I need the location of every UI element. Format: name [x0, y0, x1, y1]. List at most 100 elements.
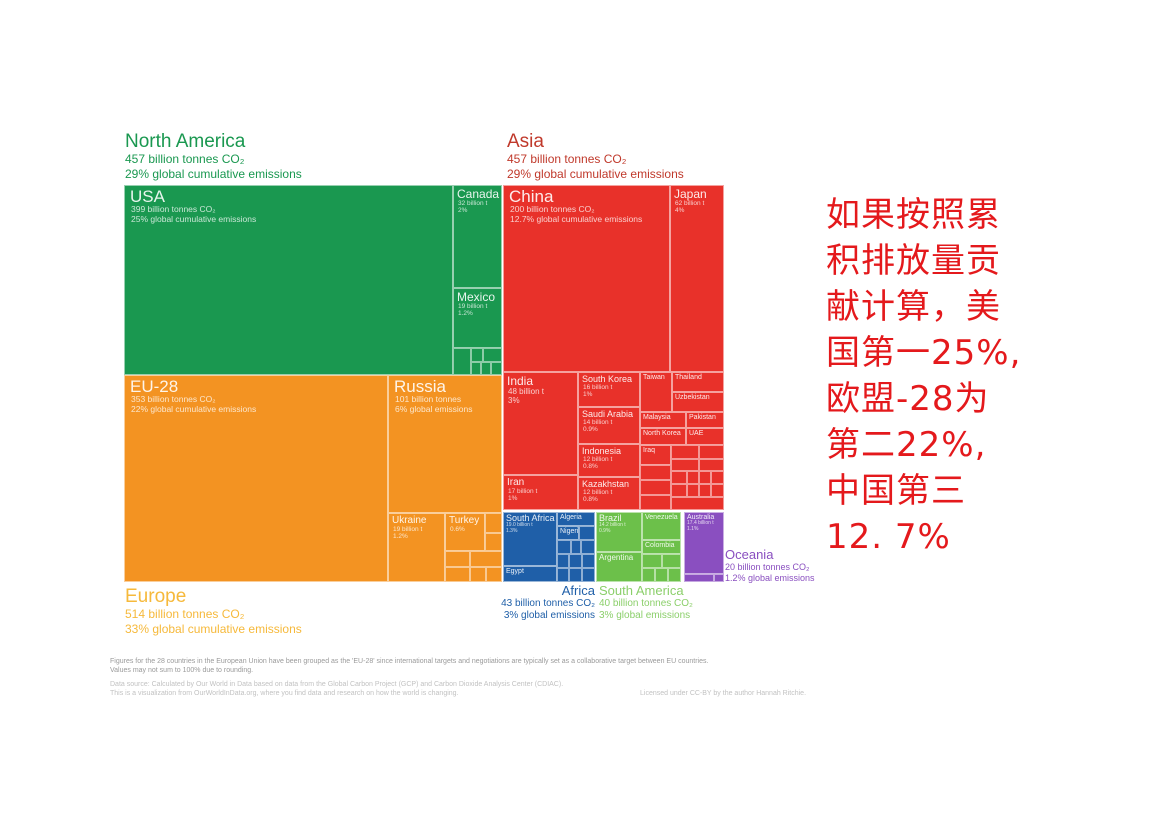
cell-small-country [483, 348, 502, 362]
cell-share: 1.1% [687, 525, 699, 532]
cell-name: Thailand [675, 374, 702, 381]
cell-share: 1.2% [458, 310, 473, 318]
cell-small-country [640, 465, 671, 480]
cell-small-country [699, 484, 711, 497]
cell-name: North Korea [643, 430, 681, 437]
cell-small-country [485, 513, 502, 533]
cell-small-country [471, 348, 483, 362]
cell-value: 12 billion t [583, 489, 613, 496]
annotation-line: 如果按照累 [826, 195, 1001, 235]
cell-name: Iraq [643, 447, 656, 454]
region-total: 20 billion tonnes CO₂ [725, 562, 810, 572]
cell-small-country [699, 471, 711, 484]
cell-colombia: Colombia [642, 540, 681, 554]
cell-south-africa: South Africa 19.0 billion t 1.3% [503, 512, 557, 566]
region-total: 514 billion tonnes CO₂ [125, 607, 245, 621]
cell-name: Algeria [560, 514, 582, 521]
region-share: 29% global cumulative emissions [125, 167, 302, 181]
annotation-line: 第二22%, [826, 425, 987, 465]
region-label-africa: Africa 43 billion tonnes CO₂ 3% global e… [470, 583, 595, 622]
cell-north-korea: North Korea [640, 428, 686, 445]
cell-small-country [579, 526, 595, 540]
cell-australia: Australia 17.4 billion t 1.1% [684, 512, 724, 574]
cell-value: 19 billion t [458, 303, 488, 310]
region-label-asia: Asia 457 billion tonnes CO₂ 29% global c… [507, 132, 684, 182]
africa-block: South Africa 19.0 billion t 1.3% Egypt A… [503, 512, 595, 582]
cell-share: 1.3% [506, 527, 518, 534]
cell-indonesia: Indonesia 12 billion t 0.8% [578, 444, 640, 477]
region-total: 457 billion tonnes CO₂ [507, 152, 627, 166]
cell-kazakhstan: Kazakhstan 12 billion t 0.8% [578, 477, 640, 510]
cell-value: 14.2 billion t [599, 522, 626, 528]
cell-small-country [571, 540, 581, 554]
cell-name: Venezuela [645, 514, 678, 521]
cell-small-country [491, 362, 502, 375]
cell-malaysia: Malaysia [640, 412, 686, 428]
cell-value: 19.0 billion t [506, 522, 533, 528]
cell-small-country [470, 551, 502, 567]
cell-share: 1% [583, 391, 593, 399]
cell-value: 200 billion tonnes CO₂ [510, 204, 595, 214]
cell-small-country [486, 567, 502, 582]
oceania-block: Australia 17.4 billion t 1.1% [684, 512, 724, 582]
south-america-block: Brazil 14.2 billion t 0.9% Argentina Ven… [596, 512, 681, 582]
cell-name: Australia [687, 514, 715, 521]
cell-share: 6% global emissions [395, 403, 473, 414]
region-title: Oceania [725, 547, 774, 562]
cell-small-country [445, 567, 470, 582]
cell-value: 14 billion t [583, 419, 613, 426]
cell-small-country [671, 471, 687, 484]
cell-small-country [582, 554, 595, 568]
cell-value: 101 billion tonnes [395, 394, 462, 404]
north-america-block: USA 399 billion tonnes CO₂ 25% global cu… [124, 185, 502, 375]
cell-value: 353 billion tonnes CO₂ [131, 394, 216, 404]
annotation-line: 献计算，美 [826, 287, 1001, 327]
cell-japan: Japan 62 billion t 4% [670, 185, 724, 372]
cell-small-country [471, 362, 481, 375]
cell-india: India 48 billion t 3% [503, 372, 578, 475]
cell-small-country [640, 495, 671, 510]
annotation-note: 如果按照累 积排放量贡 献计算，美 国第一25%, 欧盟-28为 第二22%, … [826, 192, 1056, 560]
region-total: 40 billion tonnes CO₂ [599, 598, 693, 609]
cell-name: Japan [674, 187, 707, 201]
cell-name: Brazil [599, 513, 622, 523]
cell-algeria: Algeria [557, 512, 595, 526]
region-title: Asia [507, 131, 544, 152]
cell-small-country [445, 551, 470, 567]
cell-small-country [711, 471, 724, 484]
cell-value: 32 billion t [458, 200, 488, 207]
cell-share: 0.9% [599, 527, 611, 534]
cell-value: 16 billion t [583, 384, 613, 391]
cell-value: 62 billion t [675, 200, 705, 207]
cell-small-country [569, 554, 582, 568]
cell-share: 0.6% [450, 526, 465, 533]
footnote-line4: This is a visualization from OurWorldInD… [110, 690, 459, 697]
cell-canada: Canada 32 billion t 2% [453, 185, 502, 288]
cell-small-country [687, 471, 699, 484]
region-total: 43 billion tonnes CO₂ [501, 598, 595, 609]
cell-small-country [687, 484, 699, 497]
cell-small-country [642, 554, 662, 568]
cell-name: Kazakhstan [582, 479, 630, 489]
cell-uae: UAE [686, 428, 724, 445]
cell-value: 399 billion tonnes CO₂ [131, 204, 216, 214]
cell-value: 17.4 billion t [687, 520, 714, 526]
cell-small-country [671, 445, 699, 459]
cell-small-country [642, 568, 655, 582]
cell-taiwan: Taiwan [640, 372, 672, 412]
cell-small-country [655, 568, 668, 582]
cell-name: Iran [507, 477, 525, 488]
cell-saudi-arabia: Saudi Arabia 14 billion t 0.9% [578, 407, 640, 444]
cell-iran: Iran 17 billion t 1% [503, 475, 578, 510]
cell-share: 0.8% [583, 496, 598, 504]
cell-name: South Korea [582, 374, 633, 384]
cell-share: 4% [675, 207, 685, 215]
cell-small-country [557, 540, 571, 554]
cell-name: Turkey [449, 515, 480, 526]
cell-name: Nigeria [560, 528, 579, 535]
cell-egypt: Egypt [503, 566, 557, 582]
cell-pakistan: Pakistan [686, 412, 724, 428]
cell-value: 48 billion t [508, 387, 545, 396]
cell-small-country [671, 484, 687, 497]
cell-eu28: EU-28 353 billion tonnes CO₂ 22% global … [124, 375, 388, 582]
